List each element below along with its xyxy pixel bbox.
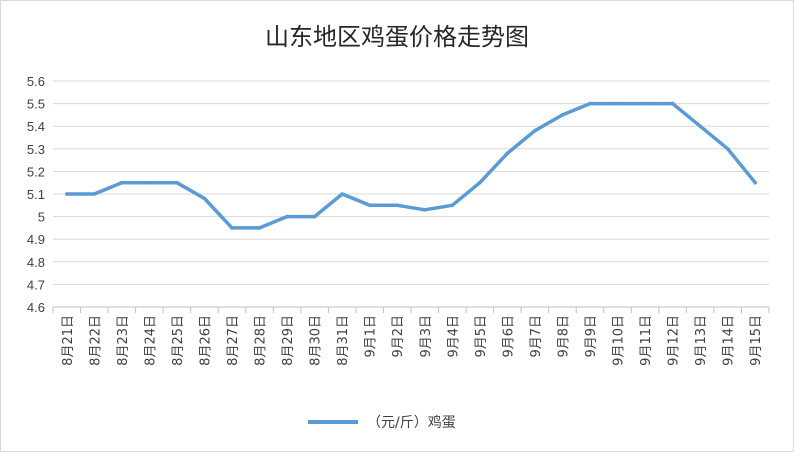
x-tick-label: 8月27日 bbox=[226, 315, 241, 366]
x-tick-label: 9月15日 bbox=[749, 315, 764, 366]
x-tick-label: 8月25日 bbox=[171, 315, 186, 366]
x-axis: 8月21日 8月22日 8月23日 8月24日 8月25日 8月26日 8月27日 8月28日… bbox=[52, 306, 770, 366]
data-point bbox=[698, 124, 702, 128]
legend-label: （元/斤）鸡蛋 bbox=[367, 414, 456, 431]
x-tick-label: 9月3日 bbox=[419, 315, 434, 358]
x-tick-label: 9月1日 bbox=[364, 315, 379, 358]
x-tick-label: 9月8日 bbox=[556, 315, 571, 358]
y-tick-label: 4.6 bbox=[27, 300, 45, 315]
x-tick-label: 9月6日 bbox=[501, 315, 516, 358]
y-tick-label: 4.9 bbox=[27, 232, 45, 247]
data-point bbox=[478, 180, 482, 185]
data-point bbox=[670, 101, 675, 106]
y-tick-label: 5.6 bbox=[27, 74, 45, 89]
x-tick-label: 9月9日 bbox=[584, 315, 599, 358]
data-point bbox=[230, 226, 234, 230]
series-line bbox=[65, 101, 757, 230]
x-tick-label: 9月13日 bbox=[694, 315, 709, 366]
x-tick-label: 8月31日 bbox=[336, 315, 351, 366]
data-point bbox=[615, 101, 620, 106]
x-tick-label: 9月7日 bbox=[529, 315, 544, 358]
x-tick-label: 8月30日 bbox=[309, 315, 324, 366]
legend: （元/斤）鸡蛋 bbox=[308, 414, 456, 431]
x-tick-label: 8月24日 bbox=[143, 315, 158, 366]
data-point bbox=[147, 180, 152, 185]
data-point bbox=[588, 101, 592, 106]
y-tick-label: 5.1 bbox=[27, 187, 45, 202]
chart-title: 山东地区鸡蛋价格走势图 bbox=[265, 23, 529, 51]
data-point bbox=[64, 192, 69, 196]
x-tick-label: 9月11日 bbox=[639, 315, 654, 366]
y-tick-label: 4.7 bbox=[27, 277, 45, 292]
series-layer bbox=[64, 101, 758, 230]
data-point bbox=[643, 101, 647, 106]
data-point bbox=[257, 226, 262, 230]
x-tick-label: 8月23日 bbox=[116, 315, 131, 366]
data-point bbox=[753, 180, 758, 185]
y-tick-label: 5.3 bbox=[27, 142, 45, 157]
data-point bbox=[312, 214, 317, 219]
x-tick-label: 8月21日 bbox=[61, 315, 76, 366]
x-tick-label: 9月5日 bbox=[474, 315, 489, 358]
x-tick-label: 8月26日 bbox=[198, 315, 213, 366]
data-point bbox=[340, 192, 344, 196]
data-point bbox=[285, 214, 289, 219]
y-tick-label: 4.8 bbox=[27, 255, 45, 270]
x-tick-label: 9月14日 bbox=[722, 315, 737, 366]
data-point bbox=[120, 180, 124, 185]
x-tick-label: 8月28日 bbox=[254, 315, 269, 366]
data-point bbox=[505, 151, 510, 156]
gridlines bbox=[53, 80, 769, 308]
x-tick-label: 9月2日 bbox=[391, 315, 406, 358]
data-point bbox=[422, 208, 427, 212]
y-tick-label: 5.5 bbox=[27, 97, 45, 112]
x-tick-label: 8月22日 bbox=[88, 315, 103, 366]
data-point bbox=[450, 203, 455, 208]
x-tick-label: 8月29日 bbox=[281, 315, 296, 366]
x-tick-label: 9月4日 bbox=[446, 315, 461, 358]
x-tick-label: 9月10日 bbox=[612, 315, 627, 366]
y-axis: 4.6 4.7 4.8 4.9 5 5.1 5.2 5.3 5.4 5.5 5.6 bbox=[27, 74, 45, 315]
data-point bbox=[533, 128, 537, 133]
data-point bbox=[560, 113, 565, 117]
data-point bbox=[367, 203, 372, 208]
data-point bbox=[175, 180, 179, 185]
y-tick-label: 5.4 bbox=[27, 119, 45, 134]
data-point bbox=[725, 147, 730, 151]
data-point bbox=[92, 192, 97, 196]
x-tick-label: 9月12日 bbox=[667, 315, 682, 366]
data-point bbox=[395, 203, 400, 208]
y-tick-label: 5 bbox=[38, 210, 45, 225]
y-tick-label: 5.2 bbox=[27, 164, 45, 179]
data-point bbox=[202, 196, 207, 201]
